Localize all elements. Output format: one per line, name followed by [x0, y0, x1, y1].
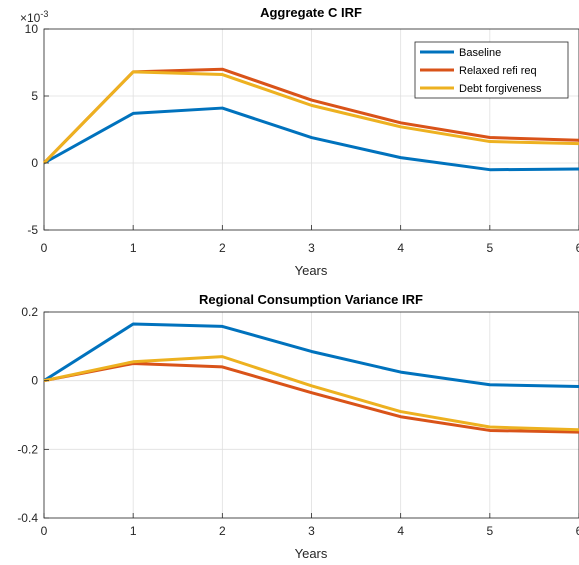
- exponent-label: ×10-3: [20, 9, 48, 25]
- chart-series: [43, 322, 579, 434]
- y-tick-label: -0.4: [17, 511, 38, 525]
- x-tick-label: 1: [130, 241, 137, 255]
- x-tick-label: 1: [130, 524, 137, 538]
- x-tick-label: 6: [576, 241, 579, 255]
- x-tick-label: 5: [486, 241, 493, 255]
- chart-grid: [43, 311, 579, 519]
- exponent-power: -3: [40, 9, 48, 19]
- x-axis-label: Years: [295, 263, 328, 278]
- y-tick-label: 0: [31, 156, 38, 170]
- legend-label-relaxed-refi: Relaxed refi req: [459, 65, 537, 77]
- x-tick-label: 3: [308, 241, 315, 255]
- y-tick-label: -5: [27, 223, 38, 237]
- x-tick-label: 0: [41, 524, 48, 538]
- exponent-base: ×10: [20, 11, 41, 25]
- chart-series: [42, 67, 579, 172]
- x-tick-label: 0: [41, 241, 48, 255]
- legend: Baseline Relaxed refi req Debt forgivene…: [414, 41, 569, 99]
- x-tick-label: 3: [308, 524, 315, 538]
- y-tick-label: -0.2: [17, 442, 38, 456]
- regional-variance-chart: Regional Consumption Variance IRF 0 1 2 3 4 5…: [17, 292, 579, 561]
- series-line-relaxed-refi-req: [43, 362, 579, 434]
- x-tick-label: 5: [486, 524, 493, 538]
- x-tick-label: 2: [219, 241, 226, 255]
- series-line-baseline: [43, 106, 579, 172]
- x-axis-label: Years: [295, 546, 328, 561]
- y-tick-label: 10: [25, 22, 39, 36]
- chart-ticks: 0 1 2 3 4 5 6 -0.4 -0.2 0 0.2: [17, 305, 579, 538]
- y-tick-label: 0: [31, 374, 38, 388]
- series-line-baseline: [43, 322, 579, 389]
- y-tick-label: 5: [31, 89, 38, 103]
- legend-label-debt-forgiveness: Debt forgiveness: [459, 83, 542, 95]
- y-tick-label: 0.2: [21, 305, 38, 319]
- x-tick-label: 2: [219, 524, 226, 538]
- x-tick-label: 4: [397, 524, 404, 538]
- series-line-debt-forgiveness: [42, 70, 579, 165]
- x-tick-label: 6: [576, 524, 579, 538]
- legend-label-baseline: Baseline: [459, 47, 501, 59]
- chart-title: Regional Consumption Variance IRF: [199, 292, 423, 307]
- x-tick-label: 4: [397, 241, 404, 255]
- chart-title: Aggregate C IRF: [260, 5, 362, 20]
- series-line-debt-forgiveness: [43, 355, 579, 432]
